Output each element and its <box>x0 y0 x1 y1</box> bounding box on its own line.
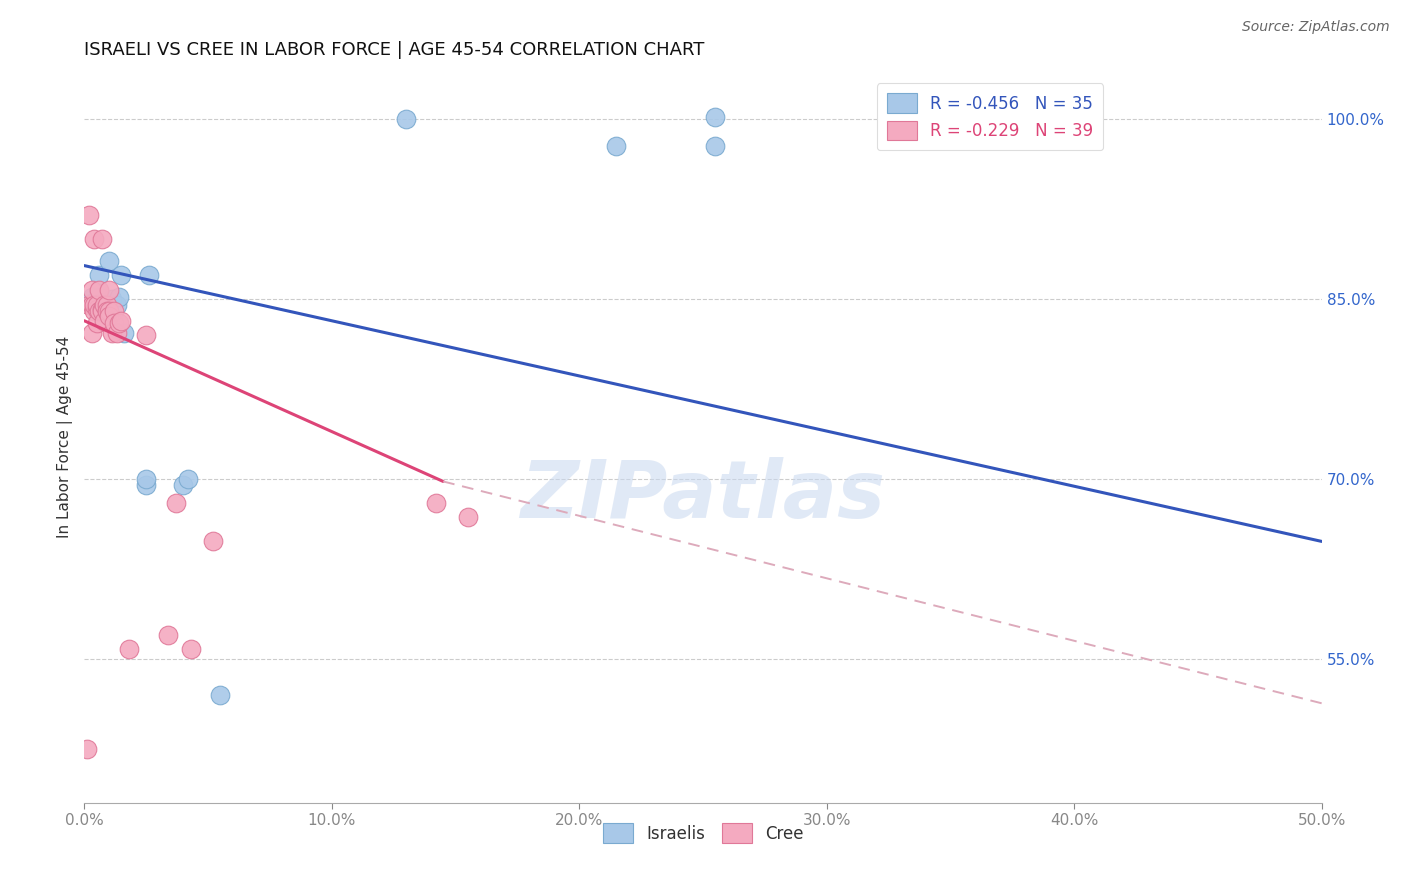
Point <box>89 283 111 297</box>
Point <box>83 232 105 246</box>
Point <box>86 298 108 312</box>
Point <box>80 298 103 312</box>
Point <box>93 304 115 318</box>
Point <box>90 232 112 246</box>
Point <box>103 304 125 318</box>
Point <box>83 298 105 312</box>
Point <box>89 268 111 283</box>
Point <box>80 326 103 340</box>
Point <box>100 326 122 340</box>
Legend: Israelis, Cree: Israelis, Cree <box>596 817 810 849</box>
Point <box>135 328 157 343</box>
Point <box>93 298 115 312</box>
Point <box>90 294 112 309</box>
Point <box>89 304 111 318</box>
Point <box>105 298 128 312</box>
Point <box>605 138 627 153</box>
Point <box>83 304 105 318</box>
Point <box>79 298 101 312</box>
Point <box>86 316 108 330</box>
Point <box>98 253 121 268</box>
Text: ZIPatlas: ZIPatlas <box>520 457 886 534</box>
Point <box>98 304 121 318</box>
Point <box>96 304 118 318</box>
Point <box>457 510 479 524</box>
Point <box>105 326 128 340</box>
Point <box>180 642 202 657</box>
Point <box>108 290 131 304</box>
Point <box>79 208 101 222</box>
Point <box>172 478 194 492</box>
Point <box>96 304 118 318</box>
Point <box>86 304 108 318</box>
Point <box>704 110 727 124</box>
Point <box>93 314 115 328</box>
Point <box>110 268 132 283</box>
Point <box>90 298 112 312</box>
Point <box>110 314 132 328</box>
Point <box>80 283 103 297</box>
Point <box>80 294 103 309</box>
Point <box>100 292 122 306</box>
Point <box>177 472 200 486</box>
Point <box>80 292 103 306</box>
Point <box>425 496 447 510</box>
Point <box>93 314 115 328</box>
Point <box>98 283 121 297</box>
Point <box>86 301 108 316</box>
Point <box>704 138 727 153</box>
Point <box>86 301 108 315</box>
Point <box>209 688 232 702</box>
Y-axis label: In Labor Force | Age 45-54: In Labor Force | Age 45-54 <box>58 336 73 538</box>
Point <box>135 472 157 486</box>
Point <box>86 294 108 309</box>
Point <box>89 290 111 304</box>
Point <box>157 628 180 642</box>
Point <box>90 304 112 318</box>
Point <box>96 298 118 312</box>
Point <box>135 478 157 492</box>
Point <box>83 294 105 309</box>
Point <box>165 496 187 510</box>
Point <box>112 326 135 340</box>
Point <box>80 290 103 304</box>
Point <box>98 309 121 323</box>
Point <box>118 642 141 657</box>
Point <box>90 301 112 316</box>
Point <box>80 298 103 312</box>
Point <box>202 534 225 549</box>
Point <box>90 298 112 312</box>
Point <box>76 742 98 756</box>
Point <box>96 298 118 312</box>
Text: Source: ZipAtlas.com: Source: ZipAtlas.com <box>1241 20 1389 34</box>
Point <box>96 304 118 318</box>
Point <box>86 298 108 312</box>
Point <box>103 316 125 330</box>
Point <box>138 268 160 283</box>
Text: ISRAELI VS CREE IN LABOR FORCE | AGE 45-54 CORRELATION CHART: ISRAELI VS CREE IN LABOR FORCE | AGE 45-… <box>84 41 704 59</box>
Point <box>108 316 131 330</box>
Point <box>83 298 105 312</box>
Point <box>395 112 418 127</box>
